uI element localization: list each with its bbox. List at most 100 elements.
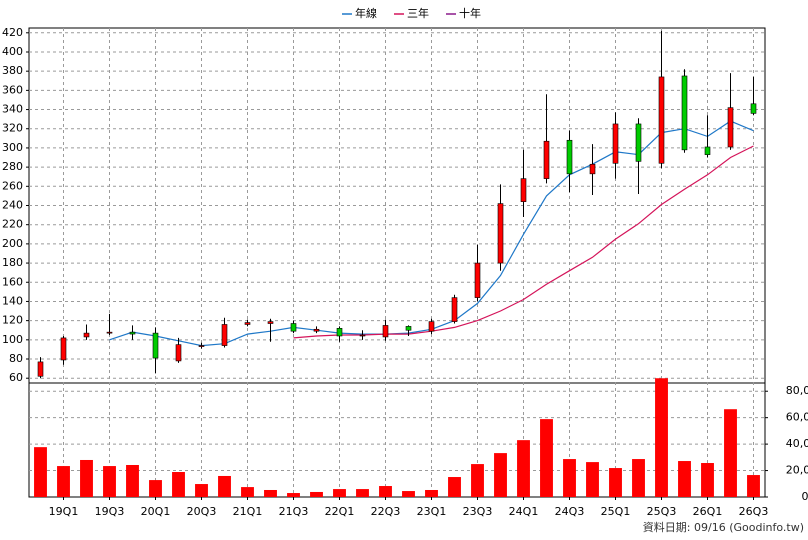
candle-body [566,139,573,175]
y-tick-label: 100 [2,333,23,346]
candle-body [267,321,274,324]
y2-tick-label: 80,000 [786,384,808,397]
candle-body [198,345,205,347]
volume-bar [747,475,760,497]
x-tick-label: 19Q1 [49,505,79,518]
volume-bar [609,468,622,497]
y-tick-label: 240 [2,199,23,212]
y-tick-label: 220 [2,218,23,231]
volume-bar [494,453,507,497]
candle-body [589,163,596,175]
x-tick-label: 25Q1 [601,505,631,518]
x-tick-label: 24Q1 [509,505,539,518]
source-note: 資料日期: 09/16 (Goodinfo.tw) [643,520,804,534]
candle-body [129,331,136,335]
y-tick-label: 180 [2,256,23,269]
x-tick-label: 21Q1 [233,505,263,518]
volume-bar [402,491,415,497]
y-tick-label: 420 [2,26,23,39]
candle-body [359,334,366,337]
candle-body [83,332,90,338]
volume-panel [28,382,766,498]
volume-bar [287,493,300,497]
candle-body [658,76,665,164]
legend-label: 三年 [407,6,429,20]
y-tick-label: 200 [2,237,23,250]
candle-body [543,140,550,179]
volume-bar [701,463,714,497]
candle-body [244,322,251,325]
volume-bar [34,447,47,497]
volume-bar [517,440,530,497]
candle-body [727,107,734,148]
legend-label: 十年 [459,6,481,20]
candle-body [704,146,711,155]
volume-bar [333,489,346,497]
y-tick-label: 80 [9,352,23,365]
candle-body [405,326,412,331]
volume-bar [57,466,70,497]
volume-bar [310,491,323,497]
volume-bar [379,486,392,497]
y-tick-label: 400 [2,45,23,58]
candle-body [474,262,481,298]
volume-bar [540,419,553,497]
x-tick-label: 23Q1 [417,505,447,518]
candle-body [313,328,320,332]
candle-body [520,178,527,202]
y2-tick-label: 0 [802,490,808,503]
y-tick-label: 60 [9,371,23,384]
ma-line [293,145,754,339]
y-tick-label: 260 [2,179,23,192]
y-tick-label: 120 [2,314,23,327]
volume-bar [655,378,668,497]
volume-bar [448,477,461,497]
candle-body [290,323,297,332]
candle-body [681,75,688,151]
volume-bar [241,487,254,497]
candle-body [175,344,182,362]
y2-tick-label: 40,000 [786,437,808,450]
x-tick-label: 21Q3 [279,505,309,518]
candle-body [336,328,343,337]
volume-bar [195,484,208,497]
volume-bar [149,480,162,497]
volume-bar [356,489,369,497]
volume-bar [425,489,438,497]
volume-bar [264,489,277,497]
y-tick-label: 320 [2,122,23,135]
volume-bar [103,466,116,497]
volume-bar [724,409,737,497]
volume-bar [632,459,645,497]
candle-body [635,123,642,162]
x-tick-label: 20Q3 [187,505,217,518]
candle-body [106,331,113,334]
x-tick-label: 23Q3 [463,505,493,518]
candle-body [497,203,504,264]
volume-bar [218,475,231,497]
x-tick-label: 19Q3 [95,505,125,518]
volume-bar [471,464,484,497]
candle-body [428,321,435,332]
volume-bar [563,459,576,497]
y-tick-label: 140 [2,294,23,307]
volume-bar [586,462,599,497]
y-tick-label: 280 [2,160,23,173]
y-tick-label: 300 [2,141,23,154]
volume-bar [172,472,185,497]
volume-bar [80,459,93,497]
volume-bar [678,461,691,497]
candle-body [612,123,619,164]
x-tick-label: 20Q1 [141,505,171,518]
x-tick-label: 26Q3 [739,505,769,518]
candle-body [451,297,458,322]
candle-body [382,325,389,338]
y-tick-label: 380 [2,64,23,77]
x-tick-label: 22Q1 [325,505,355,518]
y2-tick-label: 20,000 [786,464,808,477]
x-tick-label: 22Q3 [371,505,401,518]
x-tick-label: 24Q3 [555,505,585,518]
y-tick-label: 340 [2,103,23,116]
y-tick-label: 160 [2,275,23,288]
